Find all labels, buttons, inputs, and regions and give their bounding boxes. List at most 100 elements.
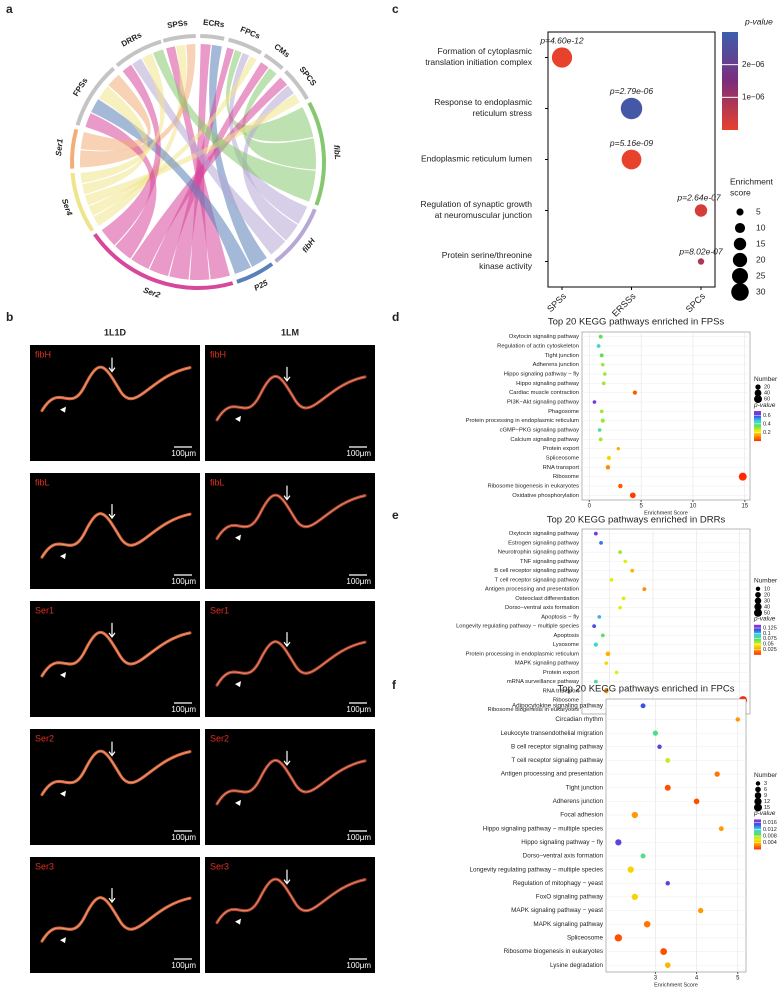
chord-label: ECRs [203,18,226,29]
x-tick-label: 0 [588,504,592,510]
y-tick-label: Regulation of mitophagy − yeast [513,880,603,887]
dot [598,334,603,339]
chord-ribbon [242,68,316,170]
dot [665,757,671,763]
x-tick-label: 4 [695,976,699,982]
size-legend-dot [733,237,747,251]
dot [621,596,626,601]
y-tick-label: RNA transport [543,465,580,471]
chart-title: Top 20 KEGG pathways enriched in FPCs [558,684,735,695]
dot [592,624,597,629]
size-legend-dot [732,252,748,268]
chord-ribbon [149,62,269,277]
dot [623,559,628,564]
dot [693,798,700,805]
colorbar-tick-label: 0.004 [763,840,777,846]
y-tick-label: Longevity regulating pathway − multiple … [469,866,603,873]
p-value-label: p=8.02e-07 [678,247,723,257]
micrograph [205,857,375,973]
y-tick-label: Dorso−ventral axis formation [523,853,604,860]
y-tick-label-line: Endoplasmic reticulum lumen [421,154,532,164]
dot [605,465,611,470]
bubble [551,47,573,68]
arrowhead [60,671,66,678]
y-tick-label: Spliceosome [546,456,579,462]
y-tick-label: Adherens junction [533,362,579,368]
micrograph-label: Ser3 [35,861,54,871]
y-tick-label: Focal adhesion [560,812,603,819]
micrograph [30,345,200,461]
y-tick-label: Ribosome biogenesis in eukaryotes [504,948,603,955]
size-legend-label: 10 [756,222,766,232]
bubble [694,204,708,217]
y-tick-label: Leukocyte transendothelial migration [500,730,603,737]
colorbar [722,32,738,130]
chord-arc [75,66,116,126]
y-tick-label: Response to endoplasmic reticulum stress [434,97,533,118]
size-legend-dot [732,268,748,284]
chord-ribbon [93,44,187,226]
chord-label: SPCS [298,65,319,88]
dot [600,362,605,367]
dot [618,605,622,610]
micrograph-label: Ser3 [210,861,229,871]
silk-gland-lumen [216,878,366,923]
y-tick-label: Regulation of actin cytoskeleton [497,344,579,350]
size-legend-dot [736,208,744,216]
panel-label: b [6,310,13,324]
y-tick-label: Endoplasmic reticulum lumen [421,154,532,164]
p-value-label: p=2.79e-06 [609,86,654,96]
colorbar [754,819,761,850]
dot [631,811,638,819]
dot [735,717,740,722]
arrowhead [235,799,241,806]
dot [592,400,597,404]
column-header: 1L1D [104,327,127,337]
chord-ribbon [80,53,165,184]
chord-label: P25 [253,278,270,293]
arrow [108,504,116,520]
scale-bar-label: 100μm [171,577,196,586]
y-tick-label: FoxO signaling pathway [536,894,604,901]
legend-title: Enrichment [730,176,774,186]
chord-label: fibL [332,145,342,160]
y-tick-label-line: translation initiation complex [425,57,533,67]
y-tick-label: PI3K−Akt signaling pathway [507,400,579,406]
size-legend-label: 25 [756,270,766,280]
scale-bar-label: 100μm [346,705,371,714]
y-tick-label: Hippo signaling pathway − fly [504,372,579,378]
arrowhead [235,534,241,541]
dot [630,568,635,573]
micrograph-label: Ser2 [210,733,229,743]
dot [598,437,603,442]
y-tick-label: Cardiac muscle contraction [509,390,579,396]
micrograph-label: fibL [210,477,225,487]
y-tick-label-line: Protein serine/threonine [442,250,533,260]
arrowhead [235,681,241,688]
x-tick-label: 5 [639,504,643,510]
dot [664,784,671,791]
legend-title: score [730,187,751,197]
dot [599,540,603,545]
colorbar-tick-label: 2e−06 [742,60,765,69]
micrograph [205,345,375,461]
y-tick-label-line: at neuromuscular junction [435,210,533,220]
y-tick-label: T cell receptor signaling pathway [495,577,579,583]
scale-bar-label: 100μm [346,577,371,586]
p-value-label: p=5.16e-09 [609,138,654,148]
chord-label: Ser2 [142,286,162,300]
dot [632,390,637,395]
dot [665,881,670,886]
micrograph-label: fibL [35,477,50,487]
micrograph [30,729,200,845]
dot [601,381,606,386]
micrograph-label: fibH [35,349,51,359]
size-legend-dot [754,389,762,397]
y-tick-label: Protein export [543,670,579,676]
chord-ribbon [169,47,234,280]
y-tick-label: Longevity regulating pathway − multiple … [456,624,579,630]
y-tick-label: Ribosome [553,474,579,480]
silk-gland-lumen [41,632,191,677]
dot [593,642,598,647]
legend-title: Number [754,376,778,383]
